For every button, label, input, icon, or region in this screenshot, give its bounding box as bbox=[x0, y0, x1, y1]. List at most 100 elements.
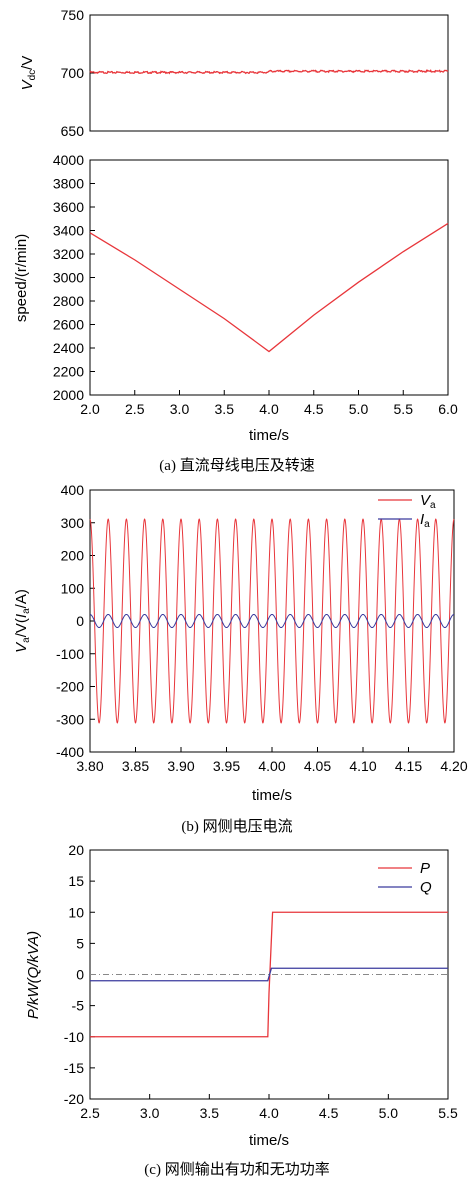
x-axis-label-c: time/s bbox=[249, 1132, 289, 1149]
caption-c: (c) 网侧输出有功和无功功率 bbox=[144, 1161, 329, 1178]
ylabel-a-top-sub: dc bbox=[27, 70, 38, 81]
ytick-label-a-top-1: 700 bbox=[61, 65, 85, 81]
xtick-label-c-3: 4.0 bbox=[259, 1105, 279, 1121]
legend-b-va-sub: a bbox=[430, 500, 436, 511]
legend-b-ia-main: I bbox=[420, 511, 424, 528]
xtick-label-a-bottom-5: 4.5 bbox=[304, 401, 324, 417]
ytick-label-a-bottom-8: 3600 bbox=[53, 199, 84, 215]
ytick-label-c-7: 15 bbox=[68, 873, 84, 889]
panel-a-bottom-speed: 2000 2200 2400 2600 2800 3000 3200 3400 3600 3800… bbox=[13, 152, 458, 444]
ytick-label-a-bottom-1: 2200 bbox=[53, 364, 84, 380]
xtick-label-a-bottom-2: 3.0 bbox=[170, 401, 190, 417]
ytick-label-a-bottom-6: 3200 bbox=[53, 246, 84, 262]
xtick-label-b-1: 3.85 bbox=[122, 758, 149, 774]
ytick-label-c-5: 5 bbox=[76, 935, 84, 951]
panel-c-power: -20 -15 -10 -5 0 5 10 15 20 2.5 3.0 3.5 4.0 4.5 5.0 5.… bbox=[25, 842, 458, 1149]
ylabel-b-i: I bbox=[13, 614, 30, 618]
xtick-label-c-2: 3.5 bbox=[200, 1105, 220, 1121]
xtick-label-b-6: 4.10 bbox=[349, 758, 376, 774]
series-line-a-bottom-0 bbox=[89, 222, 449, 353]
ytick-label-b-0: -400 bbox=[56, 744, 84, 760]
series-line-c-1 bbox=[90, 967, 448, 982]
xtick-label-b-4: 4.00 bbox=[258, 758, 285, 774]
legend-b-ia-label: Ia bbox=[420, 511, 430, 530]
legend-b-va-label: Va bbox=[420, 492, 436, 511]
xtick-label-b-8: 4.20 bbox=[440, 758, 467, 774]
xtick-label-a-bottom-3: 3.5 bbox=[215, 401, 235, 417]
x-axis-label-a: time/s bbox=[249, 427, 289, 444]
plot-frame-b bbox=[89, 489, 455, 753]
yticks-b: -400 -300 -200 -100 0 100 200 300 400 bbox=[56, 482, 95, 760]
ytick-label-b-5: 100 bbox=[61, 580, 85, 596]
x-axis-label-b: time/s bbox=[252, 787, 292, 804]
legend-b: Va Ia bbox=[378, 492, 436, 530]
ylabel-a-top-main: V bbox=[19, 78, 36, 90]
series-a-top bbox=[89, 69, 449, 75]
ytick-label-c-1: -15 bbox=[64, 1060, 84, 1076]
ytick-label-b-7: 300 bbox=[61, 515, 85, 531]
plot-frame-a-bottom bbox=[89, 159, 449, 396]
panel-a-top-vdc: 650 700 750 Vdc/V bbox=[19, 7, 449, 139]
ytick-label-a-bottom-9: 3800 bbox=[53, 176, 84, 192]
ytick-label-a-bottom-0: 2000 bbox=[53, 387, 84, 403]
caption-a: (a) 直流母线电压及转速 bbox=[159, 457, 314, 474]
ylabel-b-v-sub: a bbox=[21, 637, 32, 643]
ytick-label-b-2: -200 bbox=[56, 679, 84, 695]
xtick-label-b-3: 3.95 bbox=[213, 758, 240, 774]
legend-c-p-label: P bbox=[420, 860, 430, 877]
ytick-label-a-bottom-10: 4000 bbox=[53, 152, 84, 168]
yticks-a-top: 650 700 750 bbox=[61, 7, 95, 139]
xtick-label-c-6: 5.5 bbox=[438, 1105, 458, 1121]
ylabel-a-top-unit: /V bbox=[19, 56, 36, 70]
series-c bbox=[90, 911, 448, 1038]
xtick-label-c-0: 2.5 bbox=[80, 1105, 100, 1121]
ytick-label-a-bottom-5: 3000 bbox=[53, 270, 84, 286]
xtick-label-b-0: 3.80 bbox=[76, 758, 103, 774]
xticks-c: 2.5 3.0 3.5 4.0 4.5 5.0 5.5 bbox=[80, 1094, 458, 1121]
ylabel-b-i-sub: a bbox=[21, 608, 32, 614]
y-axis-label-a-top: Vdc/V bbox=[19, 56, 38, 91]
xtick-label-a-bottom-0: 2.0 bbox=[80, 401, 100, 417]
xtick-label-c-1: 3.0 bbox=[140, 1105, 160, 1121]
ylabel-b-i-unit: /A) bbox=[13, 589, 30, 608]
legend-c-q-label: Q bbox=[420, 879, 432, 896]
yticks-c: -20 -15 -10 -5 0 5 10 15 20 bbox=[64, 842, 95, 1107]
ytick-label-a-bottom-7: 3400 bbox=[53, 223, 84, 239]
plot-frame-a-top bbox=[89, 14, 449, 132]
legend-b-ia-sub: a bbox=[424, 519, 430, 530]
ytick-label-c-0: -20 bbox=[64, 1091, 84, 1107]
series-line-b-1 bbox=[89, 613, 455, 629]
xtick-label-a-bottom-1: 2.5 bbox=[125, 401, 145, 417]
xtick-label-c-4: 4.5 bbox=[319, 1105, 339, 1121]
xtick-label-a-bottom-8: 6.0 bbox=[438, 401, 458, 417]
ytick-label-c-6: 10 bbox=[68, 904, 84, 920]
xticks-a-bottom: 2.0 2.5 3.0 3.5 4.0 4.5 5.0 5.5 6.0 bbox=[80, 390, 458, 417]
ylabel-b-v: V bbox=[13, 641, 30, 653]
series-line-c-0 bbox=[90, 911, 448, 1038]
y-axis-label-a-bottom: speed/(r/min) bbox=[13, 234, 30, 322]
series-line-b-0 bbox=[89, 518, 455, 724]
xtick-label-b-5: 4.05 bbox=[304, 758, 331, 774]
ytick-label-a-top-0: 650 bbox=[61, 123, 85, 139]
xtick-label-a-bottom-7: 5.5 bbox=[394, 401, 414, 417]
series-line-a-top-0 bbox=[89, 69, 449, 75]
ytick-label-c-2: -10 bbox=[64, 1029, 84, 1045]
ytick-label-a-bottom-2: 2400 bbox=[53, 340, 84, 356]
ytick-label-b-6: 200 bbox=[61, 548, 85, 564]
xticks-b: 3.80 3.85 3.90 3.95 4.00 4.05 4.10 4.15 4.20 bbox=[76, 747, 468, 774]
series-a-bottom bbox=[89, 222, 449, 353]
ylabel-b-v-unit: /V( bbox=[13, 618, 30, 637]
ytick-label-c-8: 20 bbox=[68, 842, 84, 858]
xtick-label-a-bottom-6: 5.0 bbox=[349, 401, 369, 417]
ytick-label-b-3: -100 bbox=[56, 646, 84, 662]
ytick-label-a-bottom-3: 2600 bbox=[53, 317, 84, 333]
ytick-label-a-bottom-4: 2800 bbox=[53, 293, 84, 309]
ytick-label-b-4: 0 bbox=[76, 613, 84, 629]
xtick-label-b-2: 3.90 bbox=[167, 758, 194, 774]
ytick-label-a-top-2: 750 bbox=[61, 7, 85, 23]
series-b bbox=[89, 518, 455, 724]
ytick-label-c-4: 0 bbox=[76, 967, 84, 983]
xtick-label-c-5: 5.0 bbox=[379, 1105, 399, 1121]
